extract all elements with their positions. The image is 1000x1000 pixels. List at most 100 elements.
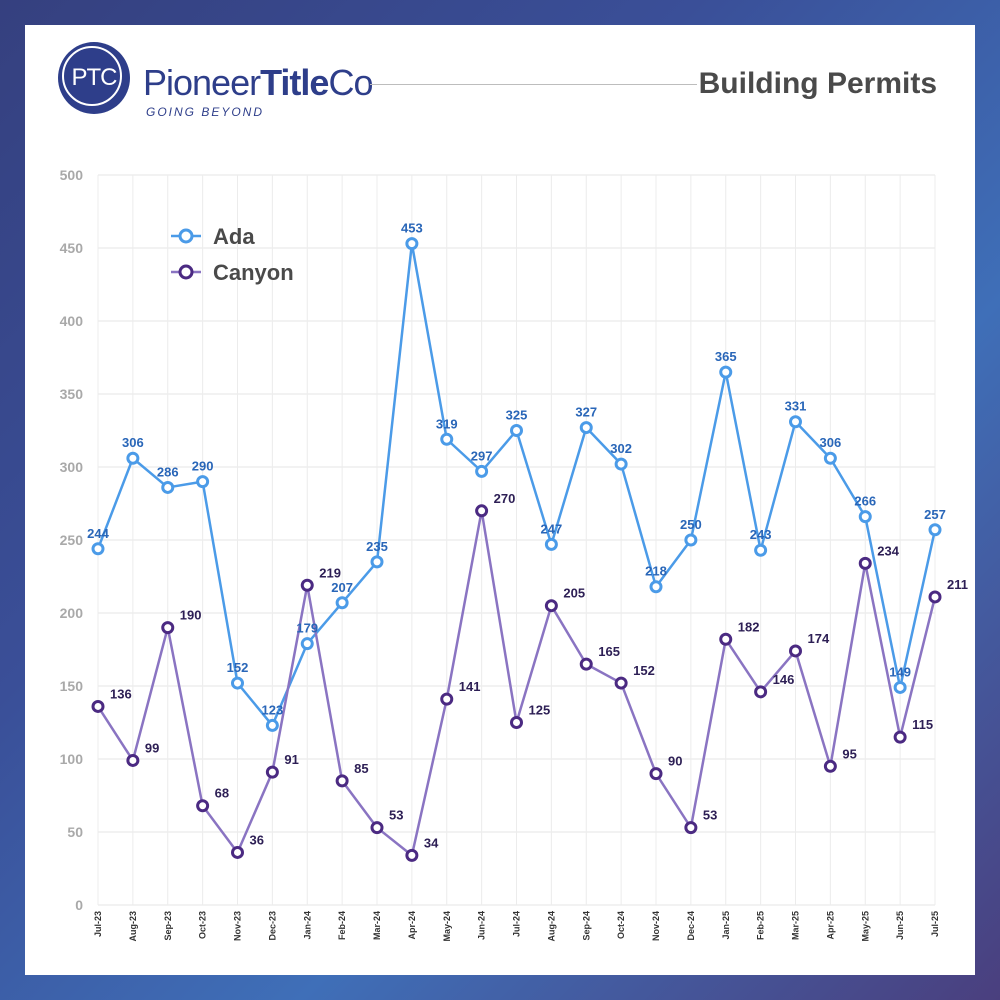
y-tick-label: 250 <box>60 532 84 548</box>
data-label-canyon: 95 <box>842 746 856 761</box>
data-label-canyon: 174 <box>808 631 830 646</box>
data-point-ada <box>370 555 384 569</box>
data-label-ada: 327 <box>575 405 597 420</box>
data-label-canyon: 91 <box>284 752 298 767</box>
data-point-ada <box>265 718 279 732</box>
data-point-canyon <box>231 845 244 859</box>
x-tick-label: Jan-24 <box>302 911 312 940</box>
data-label-canyon: 34 <box>424 835 439 850</box>
x-tick-label: Sep-23 <box>163 911 173 941</box>
x-tick-label: Aug-24 <box>546 911 556 942</box>
logo: PTC <box>58 42 130 114</box>
data-point-ada <box>161 480 175 494</box>
x-tick-label: Jun-24 <box>477 911 487 940</box>
data-label-ada: 286 <box>157 464 179 479</box>
data-label-canyon: 219 <box>319 565 341 580</box>
header-divider <box>370 84 697 85</box>
data-point-canyon <box>335 774 349 788</box>
x-tick-label: Feb-24 <box>337 911 347 940</box>
data-label-canyon: 190 <box>180 608 202 623</box>
data-label-ada: 243 <box>750 527 772 542</box>
data-point-canyon <box>684 821 698 835</box>
x-tick-label: Jul-25 <box>930 911 940 937</box>
data-label-ada: 250 <box>680 517 702 532</box>
y-tick-label: 400 <box>60 313 84 329</box>
data-point-ada <box>544 537 558 551</box>
data-point-canyon <box>579 657 593 671</box>
x-tick-label: Mar-24 <box>372 911 382 940</box>
data-point-canyon <box>893 730 907 744</box>
data-point-ada <box>231 676 244 690</box>
x-tick-label: Sep-24 <box>581 911 591 941</box>
brand-name-part3: Co <box>328 62 373 103</box>
data-point-ada <box>510 424 523 437</box>
data-label-ada: 257 <box>924 507 946 522</box>
data-point-ada <box>858 510 872 524</box>
data-point-ada <box>335 596 349 610</box>
data-label-ada: 152 <box>227 660 249 675</box>
data-point-ada <box>196 475 210 489</box>
data-label-ada: 218 <box>645 564 667 579</box>
data-point-ada <box>754 543 768 557</box>
data-point-canyon <box>265 765 279 779</box>
data-point-ada <box>475 464 489 478</box>
data-point-canyon <box>196 799 210 813</box>
x-tick-label: May-24 <box>442 911 452 942</box>
data-point-canyon <box>823 759 837 773</box>
data-point-canyon <box>475 504 489 518</box>
logo-ring <box>62 46 122 106</box>
x-tick-label: Apr-24 <box>407 911 417 940</box>
brand-name-part1: Pioneer <box>143 62 261 103</box>
data-label-canyon: 90 <box>668 754 682 769</box>
x-tick-label: Jan-25 <box>721 911 731 940</box>
y-tick-label: 100 <box>60 751 84 767</box>
data-label-ada: 149 <box>889 664 911 679</box>
data-point-canyon <box>300 578 314 592</box>
page-title: Building Permits <box>698 67 937 100</box>
data-label-ada: 325 <box>506 408 528 423</box>
data-label-canyon: 146 <box>773 672 795 687</box>
data-point-canyon <box>719 632 733 646</box>
data-point-ada <box>579 421 593 435</box>
x-tick-label: Apr-25 <box>825 911 835 940</box>
y-tick-label: 150 <box>60 678 84 694</box>
brand-name-part2: Title <box>260 62 329 103</box>
y-tick-label: 300 <box>60 459 84 475</box>
data-label-canyon: 205 <box>563 586 585 601</box>
data-label-ada: 235 <box>366 539 388 554</box>
data-label-ada: 266 <box>854 494 876 509</box>
x-tick-label: Feb-25 <box>756 911 766 940</box>
y-tick-label: 50 <box>67 824 83 840</box>
x-tick-label: Oct-24 <box>616 911 626 939</box>
data-point-canyon <box>440 692 454 706</box>
data-label-ada: 179 <box>296 621 318 636</box>
data-label-canyon: 211 <box>947 577 968 592</box>
data-label-ada: 297 <box>471 448 493 463</box>
y-tick-label: 0 <box>75 897 83 913</box>
data-label-canyon: 53 <box>703 808 717 823</box>
logo-monogram: PTC <box>71 64 118 91</box>
data-point-ada <box>440 432 454 446</box>
x-tick-label: Nov-23 <box>233 911 243 941</box>
y-tick-label: 350 <box>60 386 84 402</box>
data-label-ada: 247 <box>541 521 563 536</box>
legend-label: Ada <box>213 224 255 249</box>
y-tick-label: 200 <box>60 605 84 621</box>
data-label-canyon: 152 <box>633 663 655 678</box>
data-point-ada <box>91 542 105 556</box>
data-point-ada <box>405 237 419 251</box>
data-point-ada <box>893 680 907 694</box>
data-point-ada <box>719 365 733 379</box>
data-label-ada: 453 <box>401 221 423 236</box>
line-chart: 0 50 100 150 200 250 300 350 400 450 500 Jul-23 Aug-… <box>60 167 968 942</box>
x-tick-label: Nov-24 <box>651 911 661 941</box>
y-tick-label: 500 <box>60 167 84 183</box>
chart-card: PTC PioneerTitleCo GOING BEYOND Building… <box>25 25 975 975</box>
data-label-canyon: 234 <box>877 543 899 558</box>
data-label-canyon: 99 <box>145 740 159 755</box>
data-point-canyon <box>510 716 523 729</box>
data-point-canyon <box>91 699 105 713</box>
x-tick-label: Jul-23 <box>93 911 103 937</box>
data-label-ada: 123 <box>262 702 284 717</box>
brand-name: PioneerTitleCo <box>143 62 373 103</box>
